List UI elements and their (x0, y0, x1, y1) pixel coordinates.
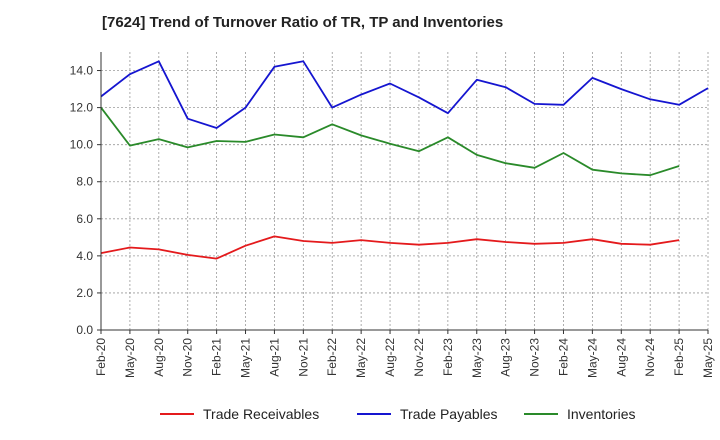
tick-labels: 0.0 2.0 4.0 6.0 8.0 10.0 12.0 14.0 Feb-20 May-20 A… (70, 64, 715, 378)
y-tick-label: 6.0 (76, 212, 93, 226)
y-tick-label: 0.0 (76, 323, 93, 337)
x-tick-label: Feb-20 (94, 338, 108, 376)
x-tick-label: Aug-21 (267, 338, 281, 377)
x-tick-label: May-21 (239, 338, 253, 378)
x-tick-label: Nov-21 (296, 338, 310, 377)
x-tick-label: Feb-25 (672, 338, 686, 376)
x-tick-label: May-23 (470, 338, 484, 378)
series-line-inventories (100, 107, 680, 177)
legend-label-trade-payables: Trade Payables (400, 406, 498, 422)
y-tick-label: 12.0 (70, 101, 94, 115)
x-tick-label: Nov-24 (643, 338, 657, 377)
x-tick-label: Nov-23 (528, 338, 542, 377)
x-tick-label: Feb-22 (325, 338, 339, 376)
x-tick-label: Aug-22 (383, 338, 397, 377)
series-line-trade-payables (100, 60, 709, 129)
axes (97, 52, 709, 334)
legend-label-trade-receivables: Trade Receivables (203, 406, 319, 422)
x-tick-label: Feb-21 (210, 338, 224, 376)
x-tick-label: May-25 (701, 338, 715, 378)
x-tick-label: Feb-24 (556, 338, 570, 376)
grid (100, 52, 709, 330)
series-lines (100, 60, 709, 260)
y-tick-label: 4.0 (76, 249, 93, 263)
x-tick-label: Nov-22 (412, 338, 426, 377)
x-tick-label: Nov-20 (181, 338, 195, 377)
chart-title: [7624] Trend of Turnover Ratio of TR, TP… (102, 14, 504, 31)
x-tick-label: May-20 (123, 338, 137, 378)
y-tick-label: 2.0 (76, 286, 93, 300)
x-tick-label: Feb-23 (441, 338, 455, 376)
x-tick-label: Aug-23 (499, 338, 513, 377)
y-tick-label: 8.0 (76, 175, 93, 189)
legend: Trade Receivables Trade Payables Inventori… (160, 406, 635, 422)
x-tick-label: May-24 (585, 338, 599, 378)
y-tick-label: 10.0 (70, 138, 94, 152)
x-tick-label: Aug-24 (614, 338, 628, 377)
legend-label-inventories: Inventories (567, 406, 635, 422)
x-tick-label: May-22 (354, 338, 368, 378)
y-tick-label: 14.0 (70, 64, 94, 78)
series-line-trade-receivables (100, 235, 680, 260)
x-tick-label: Aug-20 (152, 338, 166, 377)
